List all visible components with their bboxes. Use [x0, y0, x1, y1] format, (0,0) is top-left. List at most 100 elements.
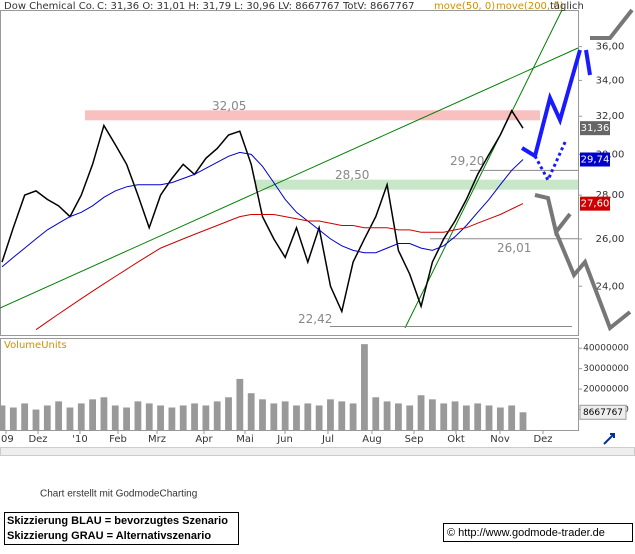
last-volume-box — [579, 404, 627, 420]
volume-bar — [304, 403, 312, 430]
level-label: 29,20 — [450, 154, 484, 168]
level-label: 28,50 — [335, 168, 369, 182]
x-tick-label: Dez — [533, 434, 552, 445]
volume-bar — [485, 405, 493, 430]
last-value-box — [580, 152, 610, 167]
volume-bar — [157, 405, 164, 430]
last-value-box — [580, 121, 610, 136]
volume-title: VolumeUnits — [4, 340, 67, 351]
x-tick-label: Feb — [109, 434, 127, 445]
volume-bar — [327, 399, 334, 430]
volume-bar — [349, 403, 357, 430]
volume-bar — [145, 403, 153, 430]
y-tick-label: 28,00 — [596, 190, 625, 201]
volume-bar — [462, 405, 470, 430]
volume-bar — [77, 403, 85, 430]
scrollbar — [0, 447, 635, 456]
volume-bar — [293, 405, 300, 430]
volume-bar — [372, 397, 380, 430]
volume-bar — [55, 401, 63, 430]
volume-bar — [451, 401, 459, 430]
period: täglich — [550, 1, 584, 12]
volume-bar — [202, 405, 210, 430]
x-tick-label: Jul — [321, 434, 334, 445]
volume-bar — [361, 344, 368, 430]
y-tick-label: 34,00 — [596, 75, 625, 86]
site: © http://www.godmode-trader.de — [447, 527, 605, 539]
volume-bar — [247, 393, 255, 430]
y-tick-label: 40000000 — [583, 344, 629, 354]
site-box — [443, 523, 633, 542]
moving-average — [35, 203, 524, 331]
grey-scenario — [534, 193, 572, 237]
header-title: Dow Chemical Co. — [4, 1, 95, 12]
volume-bar — [383, 401, 391, 430]
volume-bar — [406, 405, 414, 430]
level-label: 26,01 — [497, 241, 531, 255]
volume-bar — [338, 401, 346, 430]
volume-bar — [43, 405, 51, 430]
y-tick-label: 36,00 — [596, 42, 625, 53]
x-tick-label: Dez — [28, 434, 47, 445]
volume-bar — [236, 378, 244, 430]
x-tick-label: Okt — [447, 434, 465, 445]
level-label: 32,05 — [212, 99, 246, 113]
volume-bar — [428, 399, 436, 430]
x-tick-label: Jun — [276, 434, 293, 445]
y-tick-label: 20000000 — [583, 385, 629, 395]
x-tick-label: '10 — [72, 434, 87, 445]
volume-panel — [0, 338, 579, 431]
volume-bar — [191, 403, 198, 430]
x-tick-label: Aug — [362, 434, 382, 445]
volume-bar — [21, 403, 29, 430]
volume-bar — [168, 407, 176, 430]
level-label: 22,42 — [298, 312, 332, 326]
trend-line — [404, 9, 563, 329]
legend-blue: Skizzierung BLAU = bevorzugtes Szenario — [7, 515, 228, 527]
volume-bar — [259, 399, 266, 430]
trend-line — [0, 47, 579, 309]
x-tick-label: '09 — [0, 434, 14, 445]
price-panel — [0, 10, 579, 336]
y-tick-label: 30000000 — [583, 364, 629, 374]
legend-box — [4, 512, 239, 545]
volume-bar — [123, 407, 130, 430]
legend-grey: Skizzierung GRAU = Alternativszenario — [7, 530, 211, 542]
blue-dotted-scenario — [533, 139, 568, 184]
volume-bar — [0, 405, 6, 430]
x-tick-label: Mrz — [148, 434, 166, 445]
blue-arrow — [584, 49, 592, 76]
volume-bar — [100, 397, 108, 430]
moving-average — [1, 151, 524, 268]
ma200-legend: move(200, 0) — [496, 1, 564, 12]
credit: Chart erstellt mit GodmodeCharting — [40, 489, 197, 500]
last-value-box — [580, 196, 610, 211]
volume-bar — [32, 409, 40, 430]
volume-bar — [111, 405, 119, 430]
volume-bar — [508, 405, 516, 430]
level-band — [85, 110, 540, 121]
volume-bar — [417, 395, 425, 430]
volume-bar — [134, 401, 142, 430]
y-tick-label: 24,00 — [596, 281, 625, 292]
grey-scenario — [590, 8, 634, 40]
y-tick-label: 32,00 — [596, 111, 625, 122]
x-tick-label: Mai — [236, 434, 254, 445]
volume-bar — [225, 397, 232, 430]
volume-bar — [281, 401, 289, 430]
volume-bar — [179, 405, 187, 430]
volume-bar — [89, 399, 97, 430]
volume-bar — [395, 403, 402, 430]
volume-bar — [9, 407, 17, 430]
last-volume: 8667767 — [583, 408, 623, 418]
last-value-label: 27,60 — [581, 199, 610, 210]
volume-bar — [519, 412, 527, 430]
volume-bar — [315, 405, 323, 430]
x-tick-label: Nov — [490, 434, 510, 445]
volume-bar — [213, 401, 221, 430]
grey-scenario — [554, 231, 632, 332]
x-tick-label: Apr — [195, 434, 213, 445]
icon — [603, 433, 615, 445]
header-quote: C: 31,36 O: 31,01 H: 31,79 L: 30,96 LV: … — [97, 1, 415, 12]
last-value-label: 29,74 — [581, 155, 610, 166]
